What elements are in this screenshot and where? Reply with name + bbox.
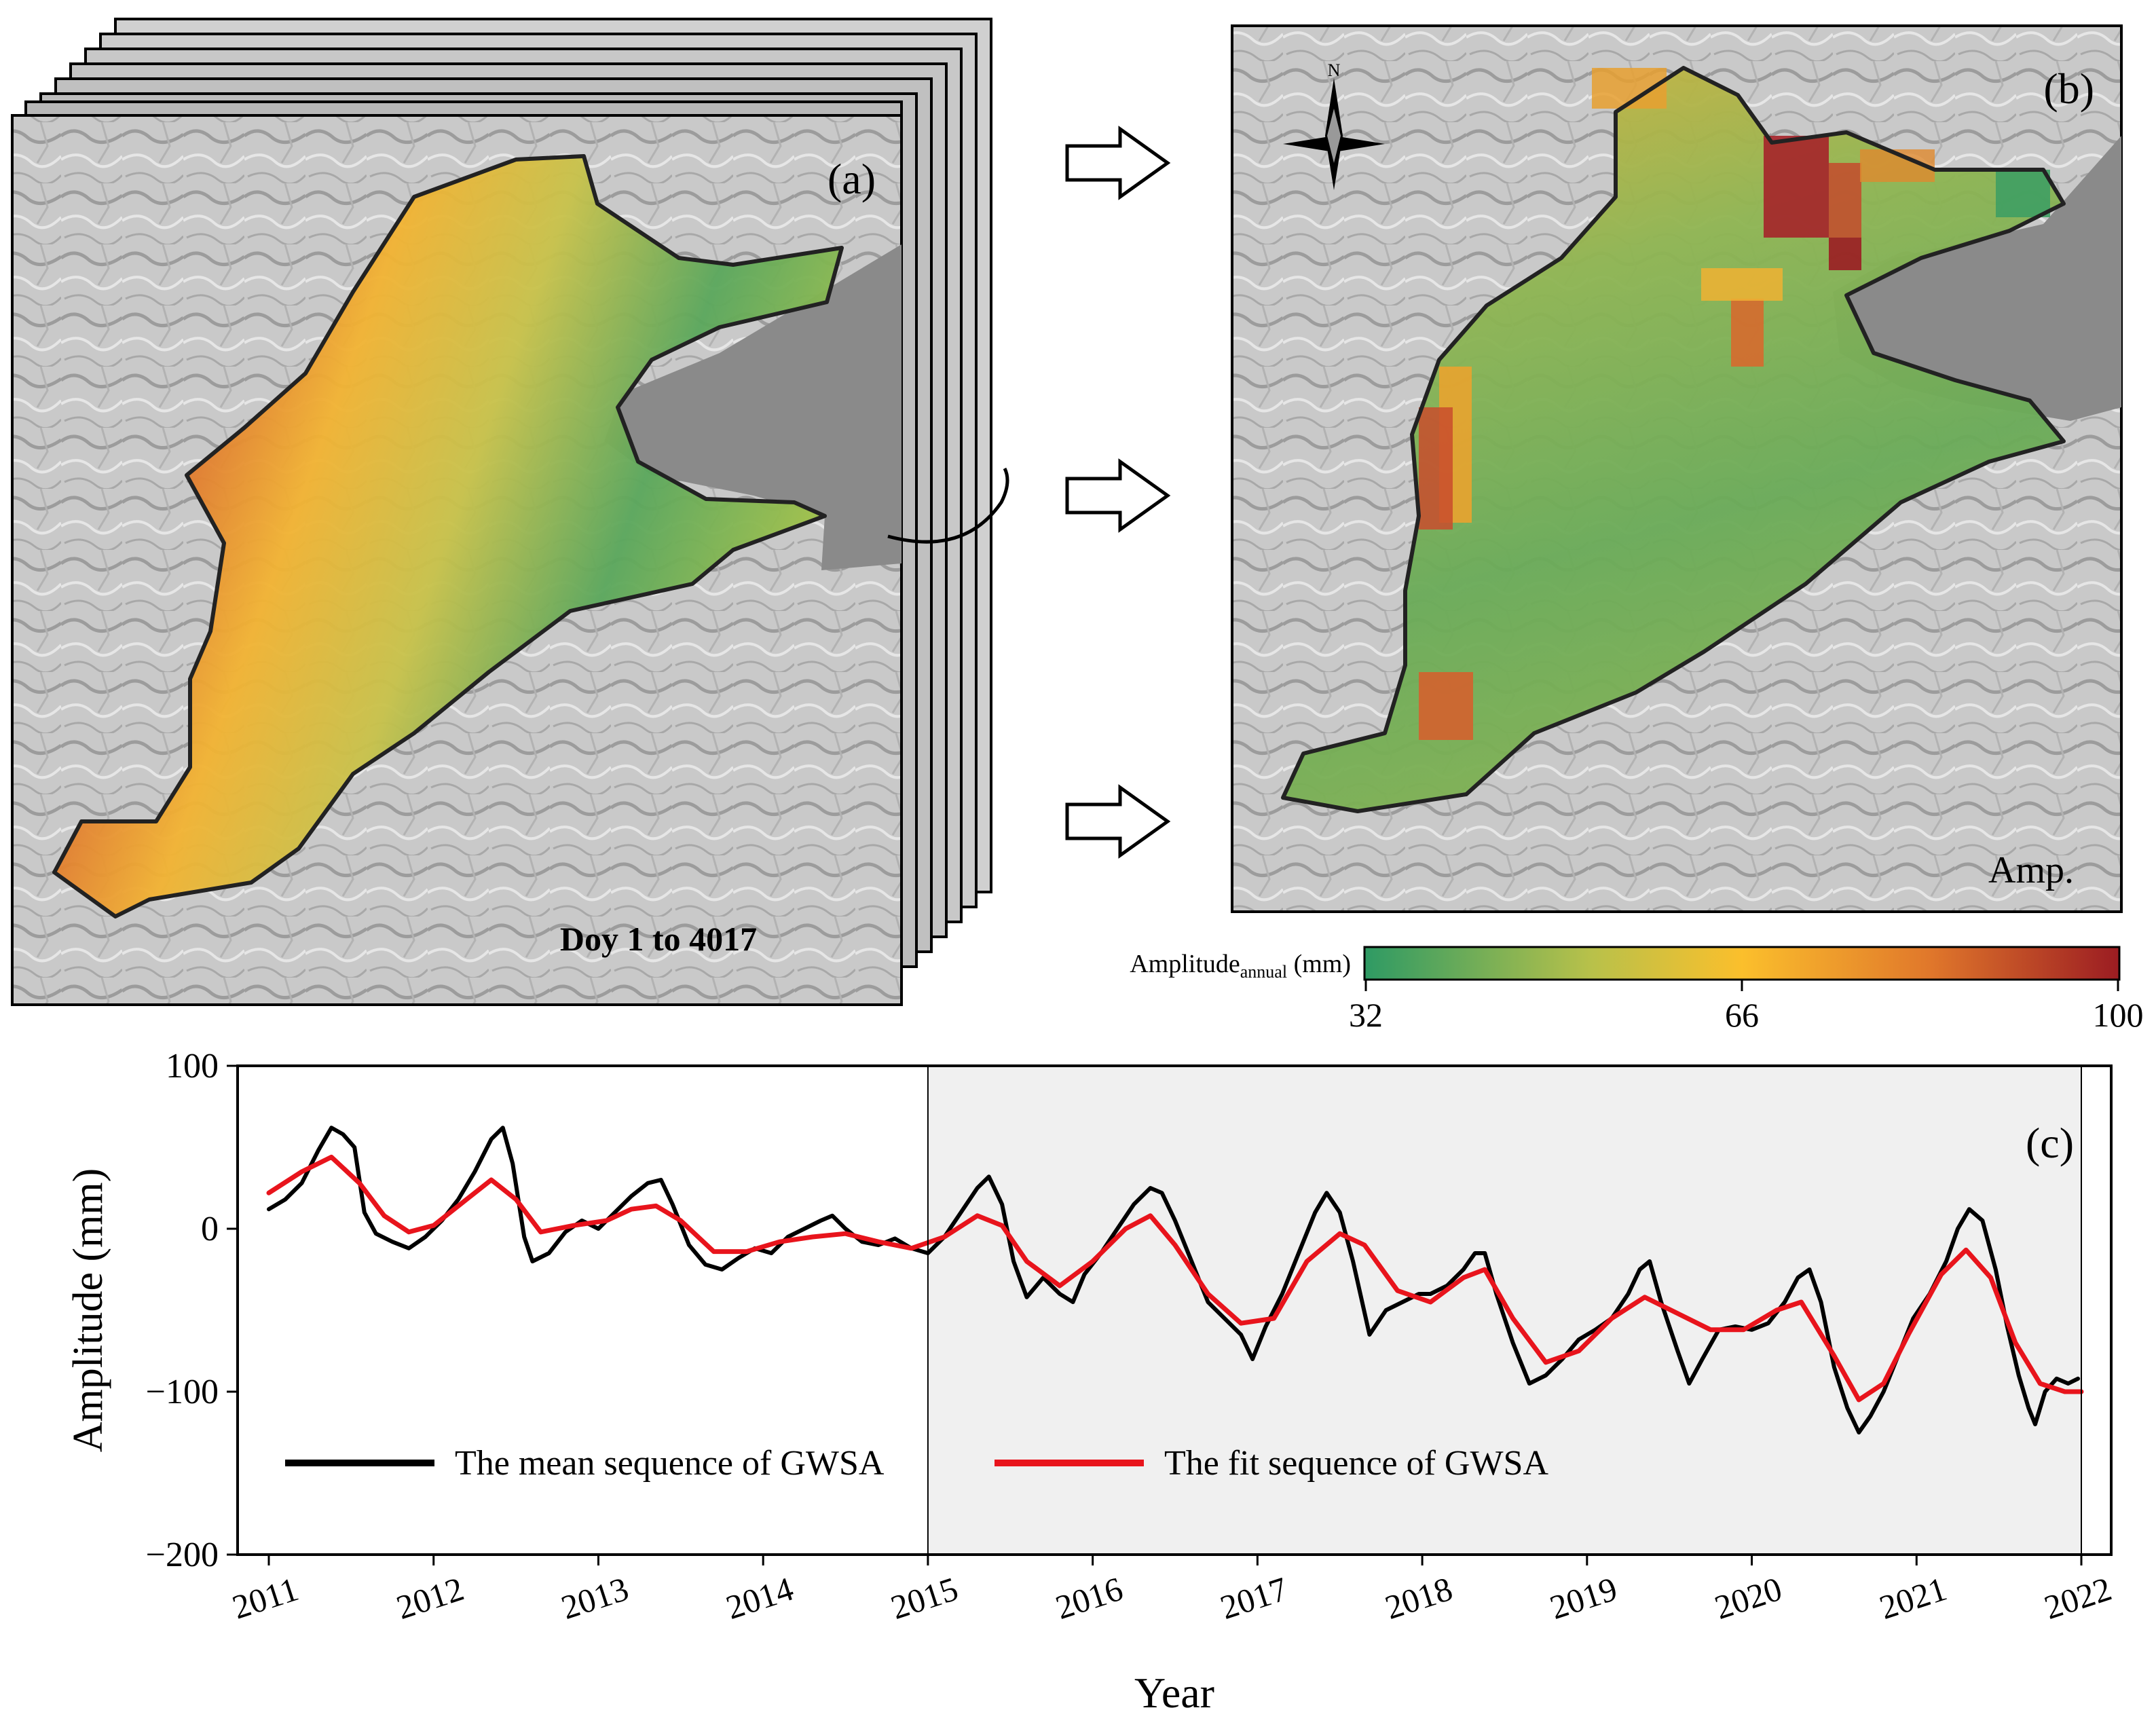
panel-b-label: (b) [2043, 64, 2094, 113]
y-tick-label: −200 [146, 1536, 219, 1574]
chart-panel-label: (c) [2026, 1119, 2074, 1167]
x-tick-label: 2016 [1051, 1570, 1127, 1627]
arrow-icon [1065, 458, 1171, 533]
x-tick-label: 2015 [886, 1570, 962, 1627]
y-tick-label: 0 [201, 1210, 219, 1248]
region-boundary-b [1281, 66, 2066, 813]
x-axis-label: Year [1134, 1669, 1214, 1717]
panel-a: (a) Doy 1 to 4017 [11, 18, 1009, 1006]
x-tick-label: 2018 [1381, 1570, 1457, 1627]
legend-label-mean: The mean sequence of GWSA [455, 1444, 885, 1483]
x-tick-label: 2020 [1710, 1570, 1786, 1627]
x-tick-label: 2014 [722, 1570, 798, 1627]
north-label: N [1328, 60, 1341, 80]
x-tick-label: 2017 [1216, 1570, 1292, 1627]
panel-a-caption: Doy 1 to 4017 [560, 920, 757, 958]
x-axis: 2011 2012 2013 2014 2015 2016 2017 2018 2019 2020… [227, 1555, 2116, 1627]
y-tick-label: 100 [166, 1047, 219, 1086]
arrows [1065, 126, 1171, 859]
x-tick-label: 2011 [227, 1570, 303, 1627]
sea-region-a [604, 244, 902, 570]
sea-region-b [1833, 136, 2121, 421]
chart-c: 2011 2012 2013 2014 2015 2016 2017 2018 2019 2020… [65, 1047, 2116, 1717]
colorbar-title-unit: (mm) [1287, 950, 1351, 978]
panel-b: N (b) Amp. [1231, 24, 2123, 913]
colorbar-min-label: 32 [1349, 996, 1383, 1034]
plot-frame [236, 1064, 2113, 1556]
y-axis-label: Amplitude (mm) [65, 1168, 111, 1452]
arrow-icon [1065, 784, 1171, 859]
series-mean-line [267, 1126, 2081, 1434]
north-arrow-icon: N [1283, 60, 1385, 190]
x-tick-label: 2022 [2040, 1570, 2116, 1627]
colorbar-ramp [1363, 946, 2121, 981]
series-fit-line [266, 1154, 2084, 1403]
x-tick-label: 2021 [1875, 1570, 1951, 1627]
x-tick-label: 2019 [1545, 1570, 1621, 1627]
colorbar-max-label: 100 [2093, 996, 2144, 1034]
colorbar-title-main: Amplitude [1130, 950, 1240, 978]
amplitude-field-b [1283, 68, 2064, 811]
colorbar-mid-label: 66 [1725, 996, 1759, 1034]
legend: The mean sequence of GWSA The fit sequen… [285, 1444, 1548, 1483]
stack-bracket [887, 467, 1009, 544]
shaded-period [927, 1066, 2081, 1555]
panel-a-label: (a) [828, 155, 876, 203]
colorbar: Amplitudeannual (mm) 32 66 100 [1130, 946, 2144, 1034]
amplitude-field-a [54, 156, 842, 916]
region-boundary-a [52, 154, 844, 919]
x-tick-label: 2012 [392, 1570, 468, 1627]
x-tick-label: 2013 [557, 1570, 633, 1627]
colorbar-title-sub: annual [1240, 962, 1287, 982]
y-tick-label: −100 [146, 1373, 219, 1411]
arrow-icon [1065, 126, 1171, 200]
y-axis: 100 0 −100 −200 [146, 1047, 238, 1574]
series-layer [266, 1126, 2084, 1434]
panel-b-corner-text: Amp. [1988, 849, 2074, 891]
colorbar-title: Amplitudeannual (mm) [1130, 950, 1351, 982]
map-a: (a) Doy 1 to 4017 [11, 114, 903, 1006]
legend-label-fit: The fit sequence of GWSA [1164, 1444, 1548, 1483]
